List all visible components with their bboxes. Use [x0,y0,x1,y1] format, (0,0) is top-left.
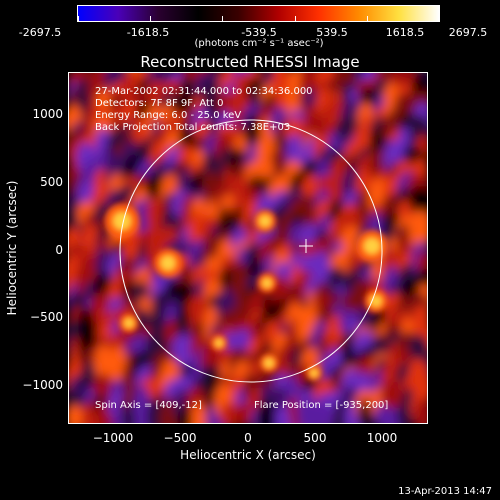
total-counts-text: Total counts: 7.38E+03 [174,122,291,133]
y-tick-label: −500 [30,310,63,324]
colorbar-tick-label: 1618.5 [385,26,425,39]
image-blob [358,399,375,423]
colorbar-tick [222,16,223,21]
bright-source-core [160,255,176,271]
colorbar-units: (photons cm⁻² s⁻¹ asec⁻²) [194,38,324,49]
image-title: Reconstructed RHESSI Image [140,53,360,71]
x-tick-label: 1000 [366,431,398,445]
image-bright-sources [104,203,388,381]
bright-source-core [364,238,380,254]
image-blob [220,402,238,423]
colorbar [77,5,440,22]
method-text: Back Projection [95,122,172,133]
plot-area [68,72,428,424]
bright-source-core [113,212,131,230]
image-noise [69,73,427,423]
image-blob [69,404,84,423]
energy-range-text: Energy Range: 6.0 - 25.0 keV [95,110,242,121]
image-blob [190,402,208,423]
colorbar-tick [438,16,439,21]
bright-source-core [310,369,318,377]
date-stamp: 13-Apr-2013 14:47 [398,486,492,497]
image-blob [233,403,253,423]
bright-source-core [259,215,271,227]
bright-source-core [215,339,223,347]
colorbar-tick-label: -539.5 [241,26,277,39]
colorbar-tick [367,16,368,21]
bright-source-core [262,278,272,288]
y-tick-label: 500 [40,175,63,189]
y-axis-title: Heliocentric Y (arcsec) [5,180,19,316]
spin-axis-marker [299,239,313,253]
image-blob [396,402,415,423]
x-tick-label: 500 [303,431,327,445]
x-tick-label: −500 [163,431,197,445]
rhessi-image [69,73,427,423]
y-tick-label: −1000 [22,378,63,392]
colorbar-tick-label: -1618.5 [126,26,170,39]
y-tick-label: 0 [55,243,63,257]
time-range-text: 27-Mar-2002 02:31:44.000 to 02:34:36.000 [95,86,313,97]
image-blob [92,373,115,403]
bright-source-core [264,358,274,368]
colorbar-tick-label: 539.5 [316,26,348,39]
y-tick-label: 1000 [32,107,63,121]
colorbar-tick-label: 2697.5 [448,26,488,39]
x-tick-label: −1000 [92,431,134,445]
colorbar-tick [295,16,296,21]
colorbar-tick [78,16,79,21]
x-tick-label: 0 [244,431,252,445]
colorbar-tick-label: -2697.5 [18,26,62,39]
solar-limb-circle [119,119,383,383]
flare-position-text: Flare Position = [-935,200] [254,400,389,411]
x-axis-title: Heliocentric X (arcsec) [180,448,316,462]
colorbar-tick [150,16,151,21]
image-blob [255,399,277,423]
detectors-text: Detectors: 7F 8F 9F, Att 0 [95,98,224,109]
image-blob [414,398,427,423]
bright-source-core [124,318,134,328]
spin-axis-text: Spin Axis = [409,-12] [95,400,202,411]
